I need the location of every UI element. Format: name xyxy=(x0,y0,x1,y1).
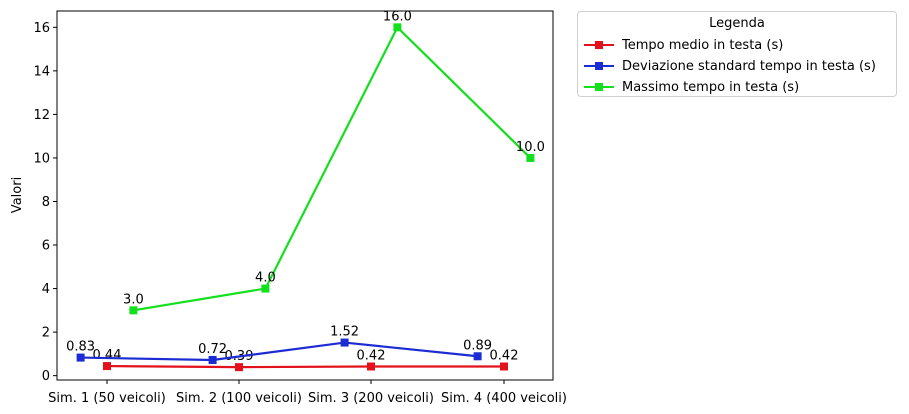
data-point xyxy=(500,362,508,371)
data-label: 0.42 xyxy=(490,349,519,364)
data-label: 3.0 xyxy=(123,292,144,307)
x-tick-label: Sim. 2 (100 veicoli) xyxy=(176,391,302,406)
data-label: 0.42 xyxy=(357,349,386,364)
data-label: 4.0 xyxy=(255,271,276,286)
data-point xyxy=(76,353,85,362)
legend-swatch xyxy=(584,57,614,75)
y-axis-ticks: 0 2 4 6 8 10 12 14 16 xyxy=(33,21,57,384)
legend-item: Deviazione standard tempo in testa (s) xyxy=(584,57,876,75)
legend-swatch xyxy=(584,78,614,96)
data-point xyxy=(208,355,217,364)
data-point xyxy=(526,153,535,162)
x-axis-ticks: Sim. 1 (50 veicoli) Sim. 2 (100 veicoli) S… xyxy=(48,380,567,406)
legend: Legenda Tempo medio in testa (s) Deviazio… xyxy=(577,11,897,97)
y-tick-label: 16 xyxy=(33,21,50,36)
data-point xyxy=(393,23,402,32)
legend-item: Massimo tempo in testa (s) xyxy=(584,78,799,96)
x-tick-label: Sim. 3 (200 veicoli) xyxy=(308,391,434,406)
plot-area-frame xyxy=(56,10,554,381)
data-label: 16.0 xyxy=(383,9,412,24)
data-point xyxy=(129,306,138,315)
series-line xyxy=(106,364,504,369)
data-label: 0.83 xyxy=(66,340,95,355)
data-label: 0.89 xyxy=(463,338,492,353)
data-point xyxy=(261,284,270,293)
y-tick-label: 0 xyxy=(42,369,50,384)
legend-label: Deviazione standard tempo in testa (s) xyxy=(622,58,876,74)
data-label: 1.52 xyxy=(330,325,359,340)
y-tick-label: 12 xyxy=(33,108,50,123)
y-tick-label: 10 xyxy=(33,151,50,166)
series-line xyxy=(80,341,478,362)
y-axis-label: Valori xyxy=(10,177,25,213)
legend-swatch xyxy=(584,36,614,54)
legend-item: Tempo medio in testa (s) xyxy=(584,36,783,54)
y-tick-label: 8 xyxy=(42,195,50,210)
series-group: 0.44 0.39 0.42 0.42 xyxy=(93,348,519,372)
data-point xyxy=(103,362,111,371)
data-point xyxy=(367,362,375,371)
legend-label: Massimo tempo in testa (s) xyxy=(622,79,800,95)
series-line xyxy=(133,25,532,312)
y-tick-label: 14 xyxy=(33,64,50,79)
x-tick-label: Sim. 4 (400 veicoli) xyxy=(441,391,567,406)
data-point xyxy=(340,338,349,347)
legend-label: Tempo medio in testa (s) xyxy=(622,37,784,53)
series-layer: 0.44 0.39 0.42 0.420.83 0.721.520.893.04.016… xyxy=(66,9,545,372)
data-point xyxy=(473,352,482,361)
x-tick-label: Sim. 1 (50 veicoli) xyxy=(48,391,166,406)
legend-title: Legenda xyxy=(709,16,765,31)
data-label: 0.72 xyxy=(198,342,227,357)
y-tick-label: 6 xyxy=(42,239,50,254)
data-label: 10.0 xyxy=(516,140,545,155)
y-tick-label: 4 xyxy=(42,282,50,297)
series-group: 3.0 4.0 16.0 10.0 xyxy=(123,9,545,315)
series-group: 0.83 0.72 1.52 0.89 xyxy=(66,325,492,364)
y-tick-label: 2 xyxy=(42,326,50,341)
data-label: 0.44 xyxy=(93,348,122,363)
data-point xyxy=(235,363,243,372)
